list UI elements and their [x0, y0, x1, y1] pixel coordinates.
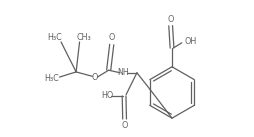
Text: OH: OH: [184, 37, 196, 46]
Text: HO: HO: [100, 91, 113, 100]
Text: H₃C: H₃C: [44, 74, 58, 83]
Text: O: O: [91, 73, 98, 82]
Text: O: O: [108, 33, 115, 42]
Text: O: O: [121, 121, 127, 130]
Text: NH: NH: [117, 68, 129, 77]
Text: H₃C: H₃C: [47, 33, 61, 42]
Text: O: O: [167, 15, 173, 24]
Text: CH₃: CH₃: [77, 33, 91, 42]
